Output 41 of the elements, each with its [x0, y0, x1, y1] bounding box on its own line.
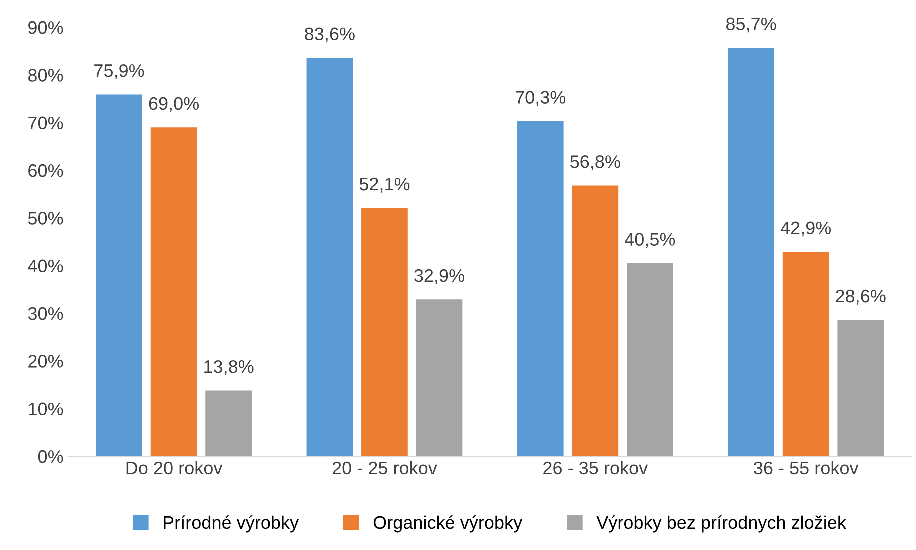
bar	[96, 94, 142, 456]
bar	[572, 186, 619, 456]
data-label: 40,5%	[624, 233, 676, 248]
y-tick-label: 90%	[28, 21, 64, 34]
data-label: 42,9%	[780, 222, 832, 237]
y-tick-label: 10%	[29, 402, 64, 416]
data-label: 32,9%	[414, 269, 464, 284]
data-label: 85,7%	[726, 18, 776, 33]
y-tick-label: 80%	[28, 69, 64, 82]
y-tick-label: 70%	[28, 116, 64, 130]
bar	[206, 390, 252, 456]
legend-label: Organické výrobky	[374, 516, 523, 533]
y-tick-label: 30%	[28, 307, 64, 320]
data-label: 56,8%	[570, 156, 620, 170]
bar	[838, 320, 884, 456]
bar	[782, 252, 830, 456]
legend-label: Výrobky bez prírodnych zložiek	[596, 516, 846, 533]
x-tick-label: 26 - 35 rokov	[544, 461, 648, 475]
bar	[627, 263, 674, 456]
x-tick-label: 20 - 25 rokov	[332, 461, 438, 475]
data-label: 28,6%	[836, 290, 886, 305]
data-label: 70,3%	[516, 91, 566, 106]
data-label: 69,0%	[149, 97, 199, 112]
y-tick-label: 0%	[38, 450, 64, 464]
bar	[517, 121, 564, 456]
y-tick-label: 50%	[28, 212, 64, 225]
data-label: 52,1%	[360, 178, 410, 193]
y-tick-label: 60%	[28, 164, 64, 178]
y-tick-label: 40%	[28, 260, 64, 273]
data-label: 75,9%	[94, 64, 144, 80]
bar	[150, 128, 198, 456]
x-tick-label: 36 - 55 rokov	[754, 461, 859, 475]
x-tick-label: Do 20 rokov	[126, 461, 223, 475]
bar	[362, 208, 408, 456]
legend-label: Prírodné výrobky	[164, 516, 299, 533]
bar	[416, 300, 463, 456]
bar	[728, 48, 774, 456]
data-label: 13,8%	[204, 360, 254, 376]
y-tick-label: 20%	[28, 355, 64, 368]
bar	[306, 58, 354, 456]
data-label: 83,6%	[305, 28, 355, 43]
